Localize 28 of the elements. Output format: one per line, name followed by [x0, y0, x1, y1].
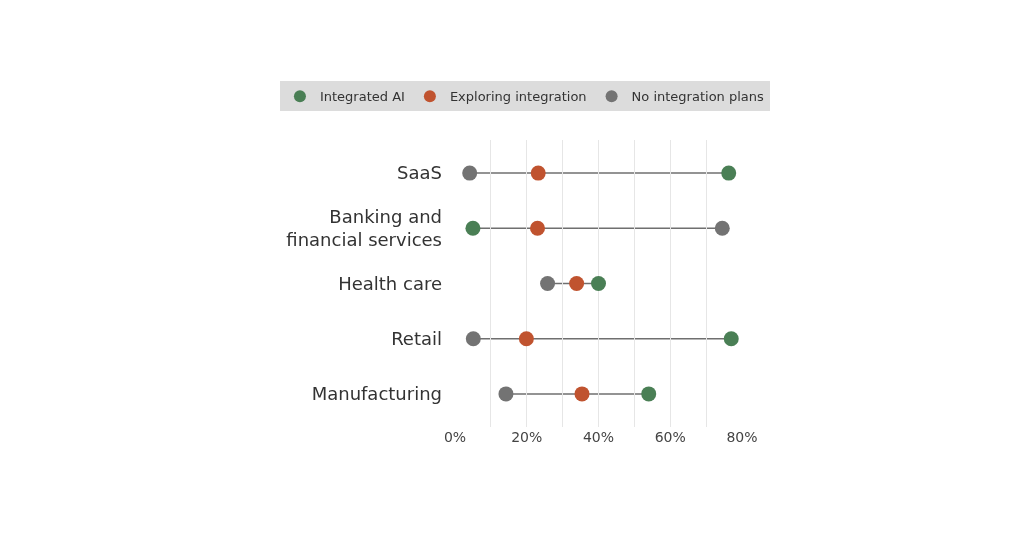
point: [518, 331, 534, 347]
y-tick-label: Manufacturing: [311, 383, 442, 405]
x-tick-label: 20%: [511, 429, 543, 445]
point: [641, 386, 657, 402]
point: [530, 165, 546, 181]
point: [721, 165, 737, 181]
legend-label: Integrated AI: [319, 89, 405, 105]
y-tick-label: Banking and financial services: [286, 205, 442, 251]
x-tick-label: 80%: [726, 429, 758, 445]
point: [462, 165, 478, 181]
point: [465, 220, 481, 236]
point: [498, 386, 514, 402]
legend-label: No integration plans: [631, 89, 765, 105]
point: [569, 276, 585, 291]
point: [714, 220, 730, 236]
y-tick-label: Retail: [391, 327, 442, 349]
point: [465, 331, 481, 347]
point: [723, 331, 739, 347]
y-tick-label: SaaS: [397, 162, 442, 184]
point: [591, 276, 606, 291]
x-tick-label: 60%: [654, 429, 686, 445]
x-tick-label: 0%: [443, 429, 467, 445]
point: [540, 276, 556, 291]
legend-label: Exploring integration: [449, 89, 587, 105]
y-tick-label: Health care: [338, 272, 442, 294]
x-tick-label: 40%: [582, 429, 615, 445]
point: [574, 386, 590, 402]
point: [530, 220, 546, 236]
